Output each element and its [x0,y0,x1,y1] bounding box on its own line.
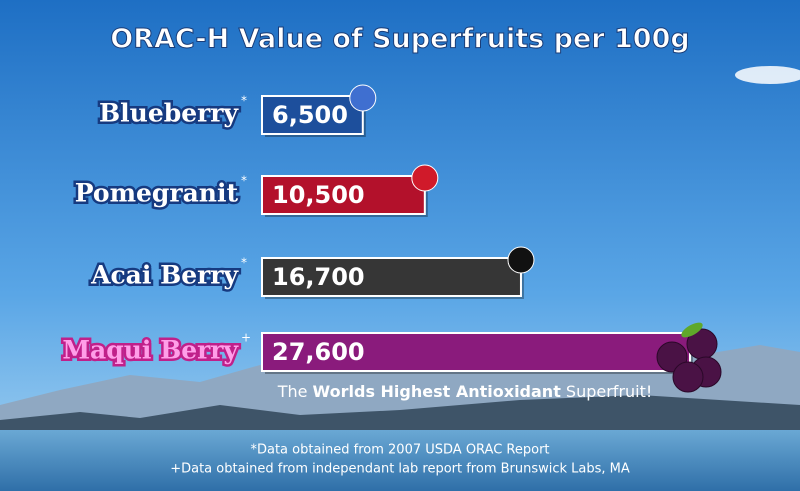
value-label: 27,600 [272,338,365,366]
chart-title: ORAC-H Value of Superfruits per 100g [110,24,689,55]
annotation: The Worlds Highest Antioxidant Superfrui… [277,382,653,401]
bar [261,332,691,372]
fruit-icon [349,84,377,112]
fruit-icon [507,246,535,274]
category-label: Acai Berry [90,261,239,290]
footnote-mark: * [241,94,247,108]
annotation-part: The [277,382,313,401]
hills [0,395,800,432]
bar [261,257,522,297]
bar [261,175,426,215]
category-label: Blueberry [99,99,239,128]
footnote-mark: * [241,256,247,270]
annotation-part: Superfruit! [561,382,652,401]
value-label: 16,700 [272,263,365,291]
category-label: Maqui Berry [62,336,239,365]
footnote: +Data obtained from independant lab repo… [170,462,630,477]
cloud [735,66,800,84]
leaf [681,322,703,338]
fruit-icon [411,164,439,192]
category-label: Pomegranit [75,179,239,208]
value-label: 6,500 [272,101,348,129]
water [0,430,800,491]
footnote: *Data obtained from 2007 USDA ORAC Repor… [250,443,549,458]
bar [261,95,364,135]
footnote-mark: + [241,331,251,345]
value-label: 10,500 [272,181,365,209]
footnote-mark: * [241,174,247,188]
annotation-part: Worlds Highest Antioxidant [313,382,562,401]
fruit-icon [672,361,704,393]
